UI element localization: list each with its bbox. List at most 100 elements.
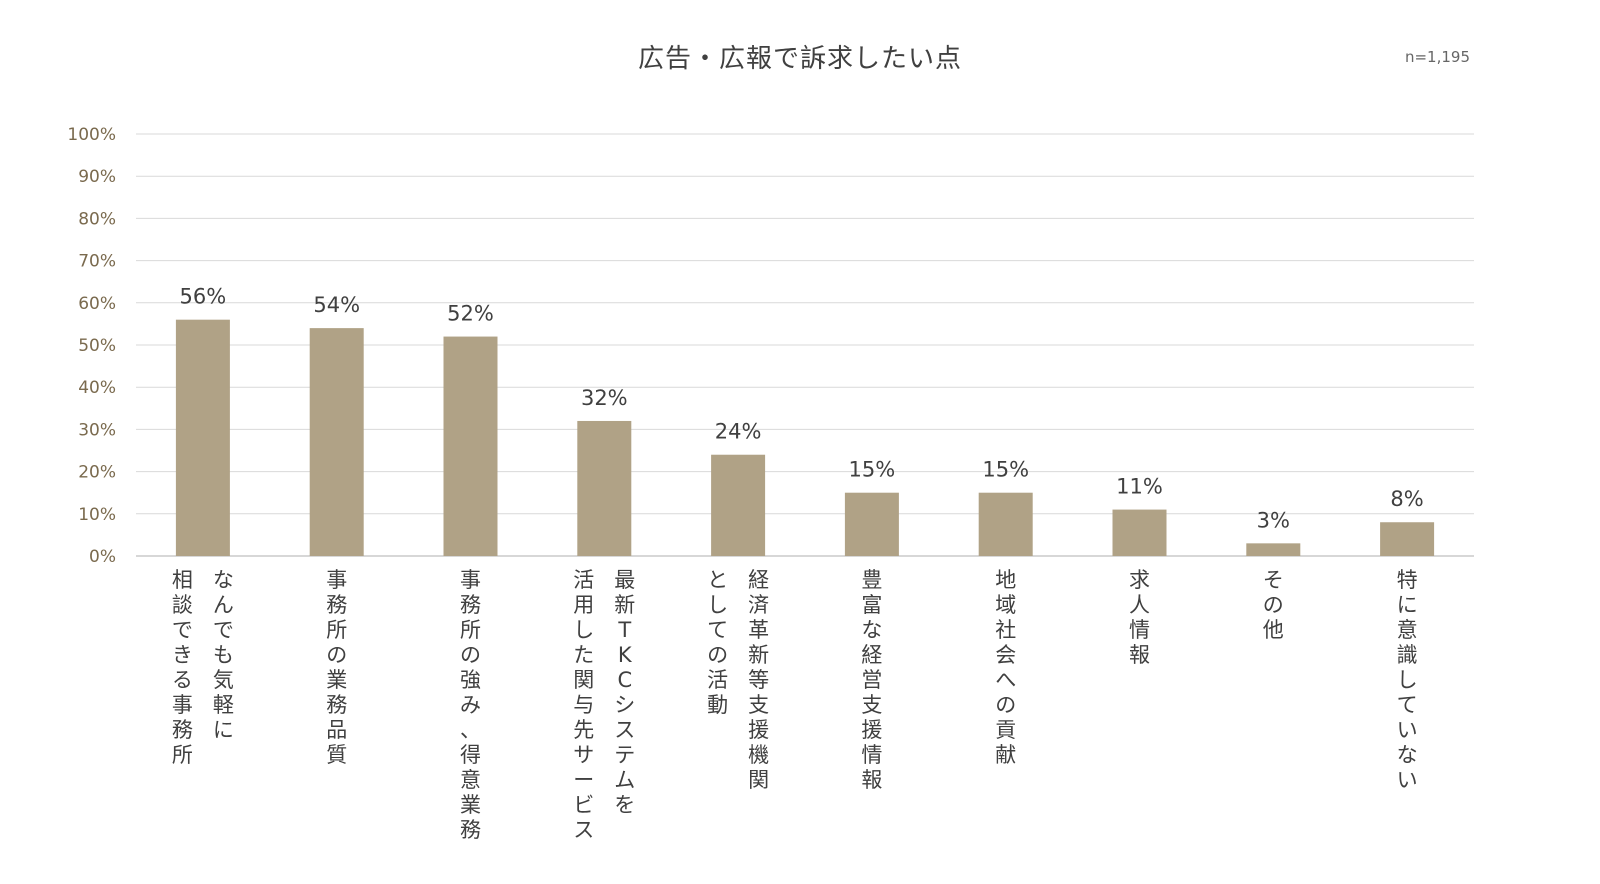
bar: [577, 420, 632, 556]
x-category-char: る: [172, 668, 193, 692]
x-category-char: 業: [326, 668, 347, 692]
x-category-char: 所: [172, 743, 193, 767]
x-category-char: へ: [995, 668, 1016, 692]
x-category-char: 他: [1263, 618, 1284, 642]
x-category-char: 経: [748, 568, 769, 592]
y-tick-label: 40%: [78, 378, 116, 398]
x-axis: なんでも気軽に相談できる事務所事務所の業務品質事務所の強み、得意業務最新TKCシ…: [172, 568, 1418, 842]
x-category-char: の: [1263, 593, 1284, 617]
gridlines: [136, 133, 1474, 557]
chart-title: 広告・広報で訴求したい点: [637, 44, 962, 74]
x-category-char: 営: [861, 668, 882, 692]
x-category-char: 活: [573, 568, 594, 592]
x-category-char: ム: [614, 768, 635, 792]
x-category-char: 献: [995, 743, 1016, 767]
x-category-char: 援: [748, 718, 769, 742]
x-category-char: 人: [1129, 593, 1150, 617]
y-tick-label: 60%: [78, 294, 116, 314]
bar: [443, 336, 498, 556]
data-label: 56%: [180, 285, 227, 309]
y-tick-label: 0%: [89, 547, 116, 567]
x-category-char: 意: [1397, 618, 1418, 642]
x-category-char: 質: [326, 743, 347, 767]
x-category-char: 所: [460, 618, 481, 642]
x-category-label: その他: [1263, 568, 1284, 642]
x-category-char: 動: [707, 693, 728, 717]
y-tick-label: 90%: [78, 167, 116, 187]
data-label: 15%: [849, 458, 896, 482]
data-label: 8%: [1390, 487, 1423, 511]
x-category-char: 務: [460, 818, 481, 842]
data-label: 54%: [313, 293, 360, 317]
bar: [978, 492, 1033, 556]
x-category-char: の: [995, 693, 1016, 717]
x-category-char: ん: [213, 593, 234, 617]
x-category-char: の: [707, 643, 728, 667]
bar: [844, 492, 899, 556]
x-category-char: 務: [172, 718, 193, 742]
x-category-char: 務: [460, 593, 481, 617]
x-category-char: 情: [861, 743, 882, 767]
x-category-char: 新: [748, 643, 769, 667]
x-category-char: 務: [326, 693, 347, 717]
x-category-char: 品: [326, 718, 347, 742]
x-category-char: ス: [573, 818, 594, 842]
x-category-char: な: [861, 618, 882, 642]
x-category-char: 業: [460, 793, 481, 817]
x-category-char: ビ: [573, 793, 594, 817]
x-category-char: 支: [861, 693, 882, 717]
x-category-char: 事: [460, 568, 481, 592]
x-category-char: T: [617, 618, 631, 642]
x-category-char: な: [1397, 743, 1418, 767]
x-category-char: 報: [1129, 643, 1150, 667]
x-category-char: 務: [326, 593, 347, 617]
x-category-char: き: [172, 643, 193, 667]
x-category-char: と: [707, 568, 728, 592]
x-category-char: 支: [748, 693, 769, 717]
x-category-char: 求: [1129, 568, 1150, 592]
x-category-char: 得: [460, 743, 481, 767]
y-tick-label: 50%: [78, 336, 116, 356]
x-category-char: C: [617, 668, 632, 692]
x-category-char: 強: [460, 668, 481, 692]
x-category-char: 用: [573, 593, 594, 617]
data-label: 11%: [1116, 475, 1163, 499]
x-category-char: 貢: [995, 718, 1016, 742]
x-category-char: 、: [460, 718, 481, 742]
x-category-char: 済: [748, 593, 769, 617]
bar: [309, 328, 364, 556]
x-category-char: 活: [707, 668, 728, 692]
x-category-char: た: [573, 643, 594, 667]
data-label: 3%: [1257, 508, 1290, 532]
x-category-char: も: [213, 643, 234, 667]
x-category-char: 意: [460, 768, 481, 792]
x-category-char: 与: [573, 693, 594, 717]
y-tick-label: 30%: [78, 420, 116, 440]
x-category-char: 識: [1397, 643, 1418, 667]
x-category-char: 関: [748, 768, 769, 792]
x-category-char: 気: [213, 668, 234, 692]
x-category-char: K: [618, 643, 633, 667]
x-category-char: ス: [614, 718, 635, 742]
x-category-char: 会: [995, 643, 1016, 667]
y-tick-label: 10%: [78, 505, 116, 525]
x-category-char: 社: [995, 618, 1016, 642]
x-category-char: な: [213, 568, 234, 592]
y-tick-label: 80%: [78, 209, 116, 229]
x-category-char: し: [707, 593, 728, 617]
y-tick-label: 70%: [78, 252, 116, 272]
x-category-char: い: [1397, 718, 1418, 742]
x-category-char: 所: [326, 618, 347, 642]
